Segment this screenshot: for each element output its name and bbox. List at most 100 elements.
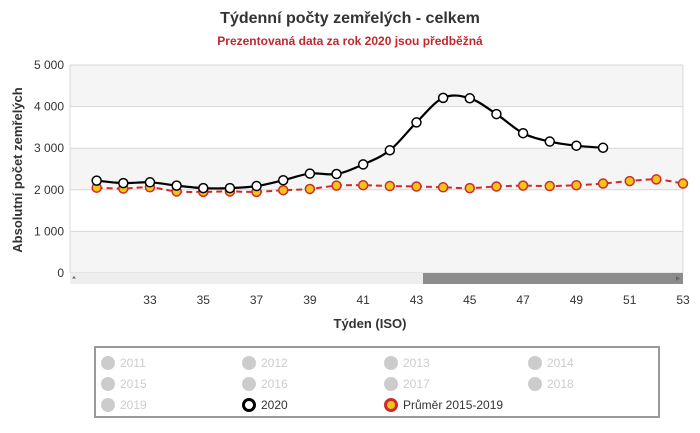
data-point: [331, 180, 342, 191]
legend-label: Průměr 2015-2019: [403, 398, 504, 412]
data-point: [624, 175, 635, 187]
legend-item-2016[interactable]: 2016: [242, 374, 288, 394]
data-point: [651, 174, 662, 185]
data-point: [411, 117, 422, 128]
data-point: [437, 92, 449, 104]
scrollbar-track: [70, 273, 683, 284]
data-point: [331, 168, 342, 180]
data-point: [677, 178, 689, 189]
data-point: [384, 145, 396, 156]
legend-label: 2015: [120, 377, 147, 391]
x-tick-label: 39: [303, 293, 317, 307]
data-point: [491, 108, 502, 120]
data-point: [464, 182, 476, 194]
data-point: [384, 180, 396, 192]
x-axis-ticks: 33 35 37 39 41 43 45 47 49 51 53: [143, 293, 690, 307]
x-axis-label: Týden (ISO): [334, 316, 407, 331]
legend: 2011 2012 2013 2014 2015 2016 2017 2018 2019 2020…: [94, 346, 660, 418]
x-tick-label: 41: [356, 293, 370, 307]
legend-label: 2011: [120, 356, 146, 370]
legend-marker-icon: [528, 377, 542, 391]
x-tick-label: 43: [410, 293, 424, 307]
legend-item-2017[interactable]: 2017: [384, 374, 430, 394]
legend-item-2012[interactable]: 2012: [242, 353, 288, 373]
x-tick-label: 47: [516, 293, 530, 307]
plot-bands: [70, 65, 683, 273]
x-tick-label: 51: [623, 293, 637, 307]
legend-label: 2017: [403, 377, 430, 391]
legend-marker-icon: [101, 377, 115, 391]
y-tick-label: 3 000: [34, 141, 64, 155]
legend-item-2018[interactable]: 2018: [528, 374, 574, 394]
scrollbar-thumb: [423, 273, 683, 284]
data-point: [224, 182, 236, 194]
data-point: [411, 181, 422, 192]
legend-label: 2016: [261, 377, 288, 391]
data-point: [144, 177, 156, 188]
data-point: [304, 168, 316, 179]
data-point: [544, 180, 555, 192]
y-tick-label: 5 000: [34, 58, 64, 72]
legend-item-pr-m-r-2015-2019[interactable]: Průměr 2015-2019: [384, 395, 503, 415]
legend-label: 2020: [261, 398, 288, 412]
x-tick-label: 53: [676, 293, 690, 307]
data-point: [437, 182, 449, 193]
x-scrollbar[interactable]: [70, 273, 683, 284]
y-tick-label: 0: [57, 266, 64, 280]
data-point: [91, 175, 102, 186]
data-point: [171, 180, 182, 191]
data-point: [597, 178, 609, 189]
x-tick-label: 35: [197, 293, 211, 307]
legend-marker-icon: [101, 398, 115, 412]
data-point: [304, 183, 316, 195]
legend-marker-icon: [242, 356, 256, 370]
data-point: [597, 142, 609, 154]
data-point: [357, 179, 369, 191]
data-point: [517, 180, 529, 191]
plot-band: [70, 231, 683, 273]
legend-item-2020[interactable]: 2020: [242, 395, 288, 415]
data-point: [544, 136, 555, 147]
legend-marker-icon: [101, 356, 115, 370]
x-tick-label: 33: [143, 293, 157, 307]
data-point: [198, 182, 209, 194]
legend-marker-icon: [242, 377, 256, 391]
plot-band: [70, 65, 683, 107]
y-tick-label: 4 000: [34, 100, 64, 114]
legend-marker-icon: [384, 377, 398, 391]
legend-marker-icon: [528, 356, 542, 370]
data-point: [277, 184, 289, 196]
x-tick-label: 45: [463, 293, 477, 307]
legend-label: 2013: [403, 356, 430, 370]
legend-label: 2019: [120, 398, 147, 412]
data-point: [357, 159, 369, 170]
legend-item-2014[interactable]: 2014: [528, 353, 574, 373]
data-point: [517, 127, 529, 139]
legend-label: 2014: [547, 356, 574, 370]
data-point: [571, 140, 582, 151]
legend-item-2011[interactable]: 2011: [101, 353, 146, 373]
y-tick-label: 2 000: [34, 183, 64, 197]
y-axis-label: Absolutní počet zemřelých: [10, 87, 25, 252]
y-tick-label: 1 000: [34, 224, 64, 238]
data-point: [571, 179, 582, 191]
legend-item-2013[interactable]: 2013: [384, 353, 430, 373]
legend-label: 2018: [547, 377, 574, 391]
legend-item-2015[interactable]: 2015: [101, 374, 147, 394]
data-point: [491, 181, 502, 192]
legend-marker-icon: [384, 356, 398, 370]
legend-marker-icon: [384, 398, 398, 412]
data-point: [118, 177, 129, 189]
chart-subtitle: Prezentovaná data za rok 2020 jsou předb…: [217, 34, 483, 48]
scroll-right-arrow-icon: [676, 276, 680, 281]
legend-label: 2012: [261, 356, 288, 370]
chart-title: Týdenní počty zemřelých - celkem: [220, 10, 480, 27]
chart-area: 0 1 000 2 000 3 000 4 000 5 000 33 35 37 39 41 43 4…: [10, 58, 690, 331]
data-point: [464, 93, 476, 104]
x-tick-label: 37: [250, 293, 264, 307]
scroll-left-arrow-icon: [72, 276, 76, 279]
legend-marker-icon: [242, 398, 256, 412]
data-point: [277, 174, 289, 186]
series-layer: [91, 92, 689, 198]
legend-item-2019[interactable]: 2019: [101, 395, 147, 415]
